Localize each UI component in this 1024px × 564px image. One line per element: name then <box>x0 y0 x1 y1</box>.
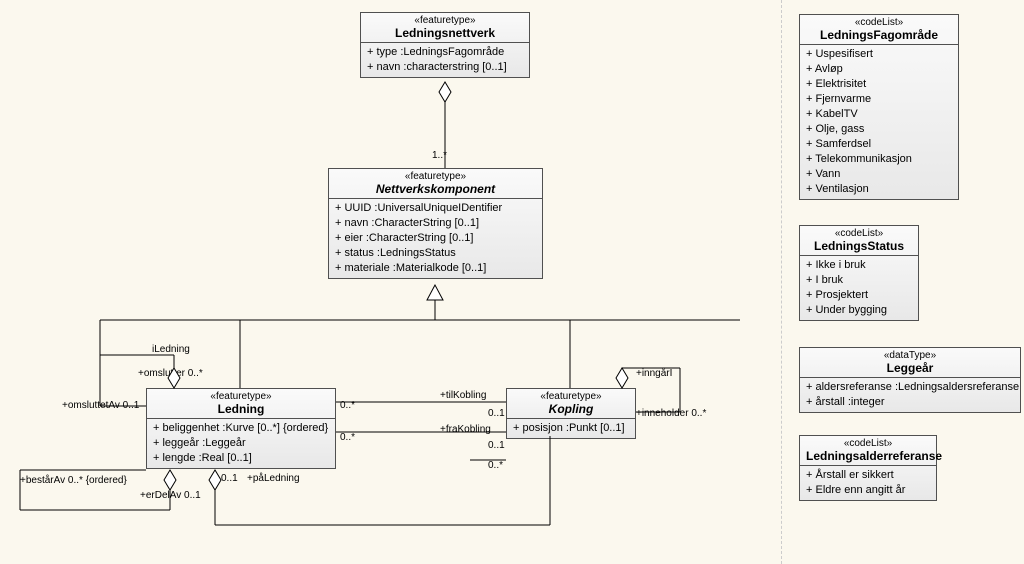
attr: + materiale :Materialkode [0..1] <box>335 261 536 276</box>
attr: + navn :characterstring [0..1] <box>367 60 523 75</box>
attr: + årstall :integer <box>806 395 1014 410</box>
class-nettverkskomponent: «featuretype» Nettverkskomponent + UUID … <box>328 168 543 279</box>
attr: + aldersreferanse :Ledningsaldersreferan… <box>806 380 1014 395</box>
label-inneholder: +inneholder 0..* <box>636 408 706 419</box>
attr: + Under bygging <box>806 303 912 318</box>
class-leggear: «dataType» Leggeår + aldersreferanse :Le… <box>799 347 1021 413</box>
attr: + Samferdsel <box>806 137 952 152</box>
attr: + Avløp <box>806 62 952 77</box>
attr: + leggeår :Leggeår <box>153 436 329 451</box>
attr: + status :LedningsStatus <box>335 246 536 261</box>
attr: + I bruk <box>806 273 912 288</box>
attr: + beliggenhet :Kurve [0..*] {ordered} <box>153 421 329 436</box>
label-inngari: +inngårI <box>636 368 672 379</box>
class-title: Ledning <box>153 402 329 416</box>
stereotype: «codeList» <box>806 17 952 28</box>
stereotype: «codeList» <box>806 228 912 239</box>
label-multiplicity: 0..1 <box>488 408 505 419</box>
attr: + Olje, gass <box>806 122 952 137</box>
label-paledning: +påLedning <box>247 473 300 484</box>
attr: + Ventilasjon <box>806 182 952 197</box>
label-multiplicity: 0..1 <box>488 440 505 451</box>
label-multiplicity: 0..1 <box>221 473 238 484</box>
class-title: Ledningsnettverk <box>367 26 523 40</box>
class-title: LedningsStatus <box>806 239 912 253</box>
class-ledningsnettverk: «featuretype» Ledningsnettverk + type :L… <box>360 12 530 78</box>
class-title: Kopling <box>513 402 629 416</box>
class-ledningsfagomrade: «codeList» LedningsFagområde + Uspesifis… <box>799 14 959 200</box>
attr: + eier :CharacterString [0..1] <box>335 231 536 246</box>
stereotype: «featuretype» <box>367 15 523 26</box>
label-multiplicity: 0..* <box>488 460 503 471</box>
stereotype: «featuretype» <box>335 171 536 182</box>
label-multiplicity: 0..* <box>340 432 355 443</box>
stereotype: «codeList» <box>806 438 930 449</box>
stereotype: «featuretype» <box>513 391 629 402</box>
class-ledning: «featuretype» Ledning + beliggenhet :Kur… <box>146 388 336 469</box>
attr: + UUID :UniversalUniqueIDentifier <box>335 201 536 216</box>
class-title: Leggeår <box>806 361 1014 375</box>
attr: + type :LedningsFagområde <box>367 45 523 60</box>
class-ledningsstatus: «codeList» LedningsStatus + Ikke i bruk … <box>799 225 919 321</box>
class-title: Ledningsalderreferanse <box>806 449 930 463</box>
attr: + lengde :Real [0..1] <box>153 451 329 466</box>
class-ledningsalderreferanse: «codeList» Ledningsalderreferanse + Årst… <box>799 435 937 501</box>
attr: + posisjon :Punkt [0..1] <box>513 421 629 436</box>
section-divider <box>781 0 782 564</box>
label-omsluttetav: +omsluttetAv 0..1 <box>62 400 139 411</box>
stereotype: «featuretype» <box>153 391 329 402</box>
stereotype: «dataType» <box>806 350 1014 361</box>
label-tilkobling: +tilKobling <box>440 390 486 401</box>
attr: + Prosjektert <box>806 288 912 303</box>
label-iledning: iLedning <box>152 344 190 355</box>
label-multiplicity: 0..* <box>340 400 355 411</box>
attr: + Telekommunikasjon <box>806 152 952 167</box>
attr: + Eldre enn angitt år <box>806 483 930 498</box>
attr: + navn :CharacterString [0..1] <box>335 216 536 231</box>
attr: + KabelTV <box>806 107 952 122</box>
label-omslutter: +omslutter 0..* <box>138 368 203 379</box>
attr: + Elektrisitet <box>806 77 952 92</box>
label-erdelav: +erDelAv 0..1 <box>140 490 201 501</box>
attr: + Årstall er sikkert <box>806 468 930 483</box>
label-frakobling: +fraKobling <box>440 424 491 435</box>
attr: + Fjernvarme <box>806 92 952 107</box>
attr: + Vann <box>806 167 952 182</box>
attr: + Uspesifisert <box>806 47 952 62</box>
class-title: Nettverkskomponent <box>335 182 536 196</box>
class-title: LedningsFagområde <box>806 28 952 42</box>
attr: + Ikke i bruk <box>806 258 912 273</box>
label-bestarav: +bestårAv 0..* {ordered} <box>20 475 127 486</box>
label-multiplicity: 1..* <box>432 150 447 161</box>
class-kopling: «featuretype» Kopling + posisjon :Punkt … <box>506 388 636 439</box>
